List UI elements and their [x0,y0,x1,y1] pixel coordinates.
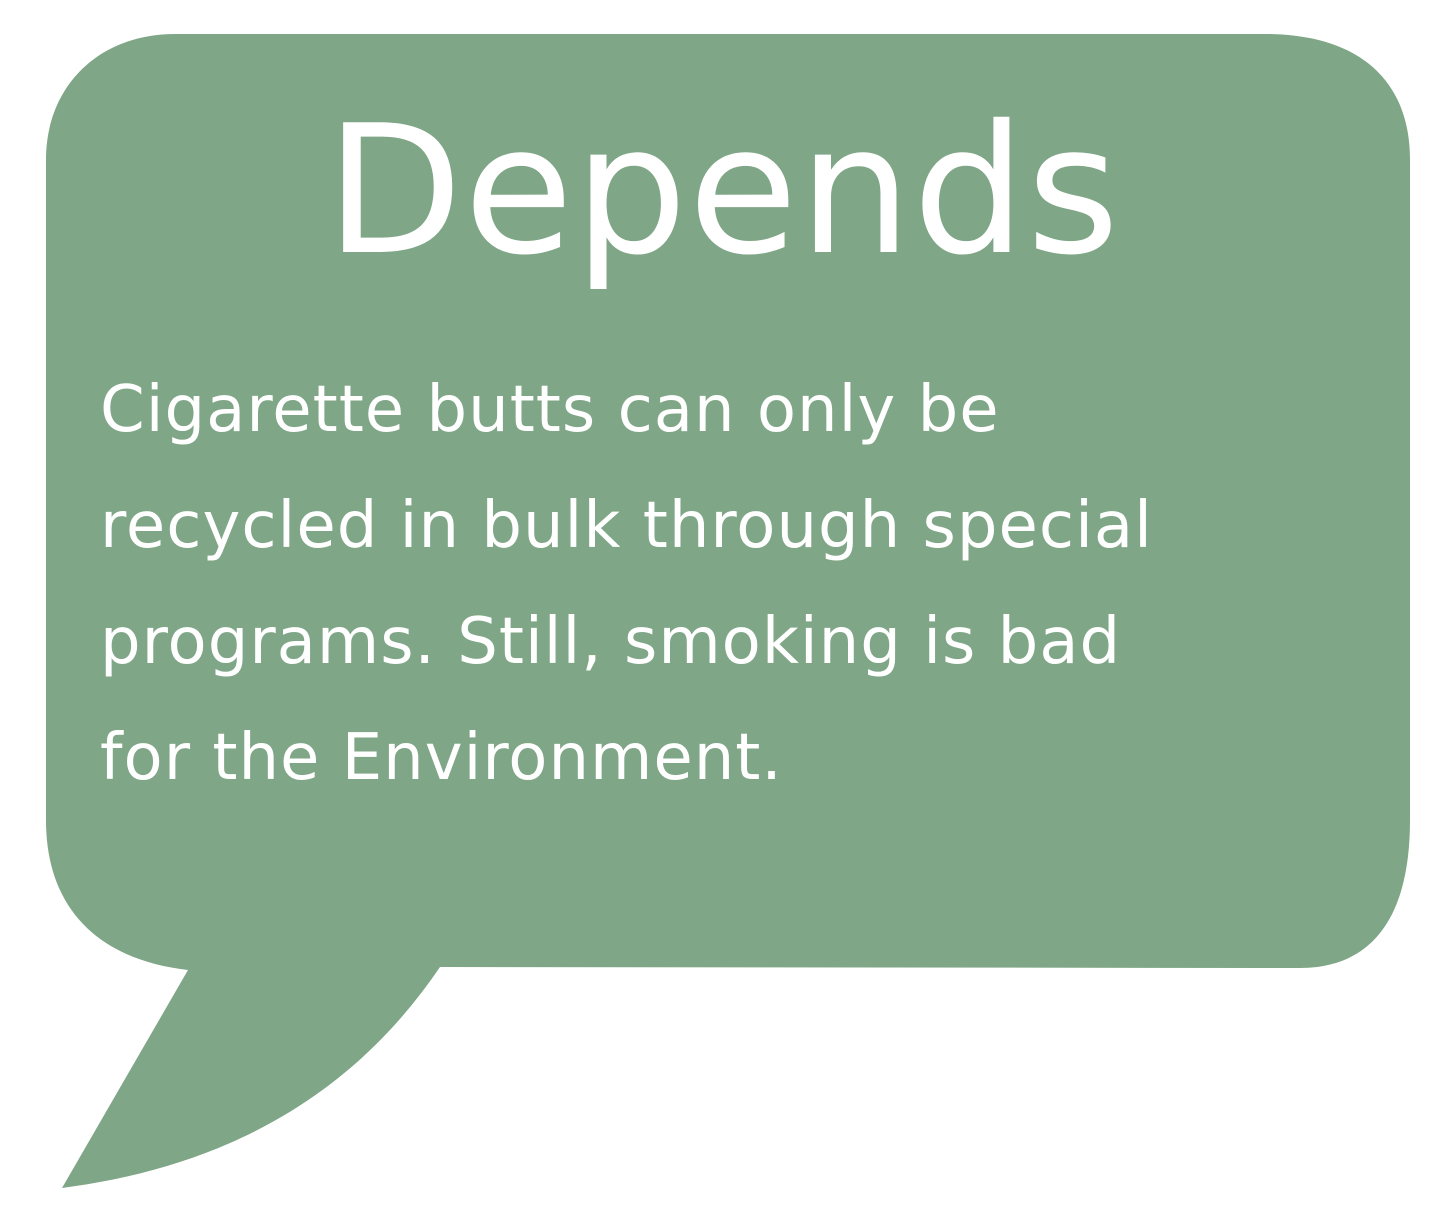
heading-title: Depends [325,87,1121,294]
body-line: for the Environment. [100,721,783,795]
body-text: Cigarette butts can only be recycled in … [100,352,1400,816]
body-line: Cigarette butts can only be [100,373,1000,447]
speech-bubble-shape [46,34,1410,1188]
body-line: recycled in bulk through special [100,489,1153,563]
body-line: programs. Still, smoking is bad [100,605,1122,679]
